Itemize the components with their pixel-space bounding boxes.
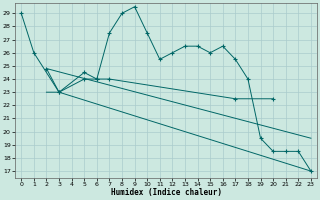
X-axis label: Humidex (Indice chaleur): Humidex (Indice chaleur) [111,188,221,197]
